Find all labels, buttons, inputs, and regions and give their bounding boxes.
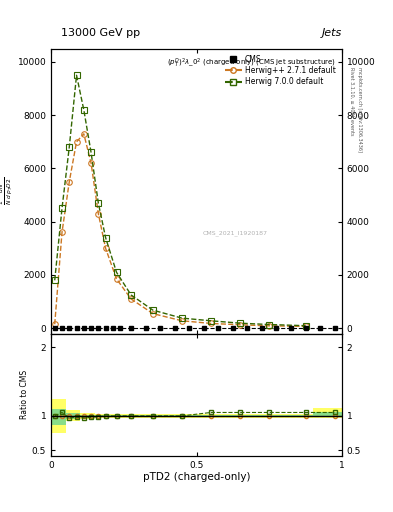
Text: mcplots.cern.ch [arXiv:1306.3436]: mcplots.cern.ch [arXiv:1306.3436] <box>357 67 362 152</box>
Line: Herwig++ 2.7.1 default: Herwig++ 2.7.1 default <box>52 131 309 329</box>
Herwig 7.0.0 default <box>151 307 155 313</box>
Herwig++ 2.7.1 default <box>60 229 64 236</box>
Herwig 7.0.0 default <box>89 150 94 156</box>
Herwig++ 2.7.1 default <box>209 321 213 327</box>
Herwig 7.0.0 default <box>209 318 213 324</box>
Line: Herwig 7.0.0 default: Herwig 7.0.0 default <box>51 72 309 329</box>
Herwig 7.0.0 default <box>267 322 272 328</box>
Herwig++ 2.7.1 default <box>103 245 108 251</box>
Herwig++ 2.7.1 default <box>114 276 119 282</box>
Herwig++ 2.7.1 default <box>67 179 72 185</box>
Herwig 7.0.0 default <box>60 205 64 211</box>
Herwig++ 2.7.1 default <box>151 310 155 316</box>
Text: 13000 GeV pp: 13000 GeV pp <box>61 28 140 38</box>
Herwig 7.0.0 default <box>74 72 79 78</box>
Herwig 7.0.0 default <box>103 234 108 241</box>
Text: CMS_2021_I1920187: CMS_2021_I1920187 <box>202 230 267 236</box>
Herwig 7.0.0 default <box>129 292 134 298</box>
Herwig 7.0.0 default <box>114 269 119 275</box>
Herwig++ 2.7.1 default <box>96 210 101 217</box>
Herwig++ 2.7.1 default <box>303 323 308 329</box>
Herwig 7.0.0 default <box>303 323 308 329</box>
Herwig++ 2.7.1 default <box>180 318 184 324</box>
Herwig 7.0.0 default <box>180 315 184 321</box>
Herwig 7.0.0 default <box>67 144 72 150</box>
Herwig 7.0.0 default <box>238 320 242 326</box>
Text: Jets: Jets <box>321 28 342 38</box>
Herwig 7.0.0 default <box>81 107 86 113</box>
Herwig++ 2.7.1 default <box>74 139 79 145</box>
Herwig++ 2.7.1 default <box>129 296 134 302</box>
Herwig++ 2.7.1 default <box>238 322 242 328</box>
Herwig++ 2.7.1 default <box>89 160 94 166</box>
Herwig++ 2.7.1 default <box>52 321 57 327</box>
Herwig++ 2.7.1 default <box>267 323 272 329</box>
Herwig 7.0.0 default <box>96 200 101 206</box>
X-axis label: pTD2 (charged-only): pTD2 (charged-only) <box>143 472 250 482</box>
Herwig++ 2.7.1 default <box>81 131 86 137</box>
Herwig 7.0.0 default <box>52 277 57 283</box>
Text: Rivet 3.1.10, ≥ 400k events: Rivet 3.1.10, ≥ 400k events <box>349 67 354 135</box>
Legend: CMS, Herwig++ 2.7.1 default, Herwig 7.0.0 default: CMS, Herwig++ 2.7.1 default, Herwig 7.0.… <box>223 52 338 89</box>
Y-axis label: Ratio to CMS: Ratio to CMS <box>20 370 29 419</box>
Text: $(p_T^D)^2\lambda\_0^2$ (charged only) (CMS jet substructure): $(p_T^D)^2\lambda\_0^2$ (charged only) (… <box>167 57 336 71</box>
Y-axis label: $\frac{1}{N}\,\frac{dN}{d\,p_{T}D2}$: $\frac{1}{N}\,\frac{dN}{d\,p_{T}D2}$ <box>0 177 15 205</box>
